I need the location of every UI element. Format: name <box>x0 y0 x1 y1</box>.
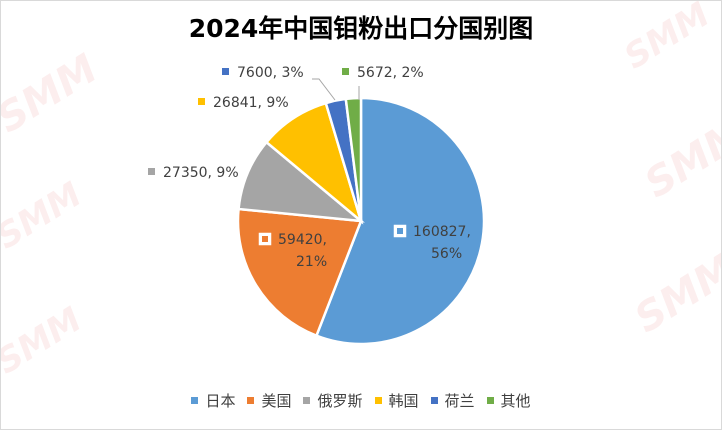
legend-item-其他: 其他 <box>486 390 531 411</box>
data-label-韩国: 26841, 9% <box>198 95 289 111</box>
legend-swatch-荷兰 <box>430 397 438 404</box>
slice-日本 <box>314 96 486 346</box>
data-label-text-日本-0: 160827, <box>413 224 471 240</box>
data-label-text-日本-1: 56% <box>431 246 462 262</box>
legend-item-韩国: 韩国 <box>374 390 419 411</box>
leader-line-荷兰 <box>312 78 336 101</box>
data-label-text-美国-0: 59420, <box>278 232 327 248</box>
legend-swatch-俄罗斯 <box>303 397 311 404</box>
legend-label-其他: 其他 <box>500 392 531 410</box>
data-label-其他: 5672, 2% <box>342 65 424 81</box>
slice-其他 <box>344 96 363 222</box>
data-label-marker-韩国 <box>198 98 205 105</box>
data-label-marker-其他 <box>342 68 349 75</box>
legend-swatch-韩国 <box>374 397 382 404</box>
legend-label-荷兰: 荷兰 <box>444 392 475 410</box>
chart-title: 2024年中国钼粉出口分国别图 <box>188 14 534 43</box>
legend-label-美国: 美国 <box>261 392 292 410</box>
data-label-marker-荷兰 <box>222 68 229 75</box>
data-label-text-其他-0: 5672, 2% <box>357 65 424 81</box>
data-label-美国: 59420, 21% <box>258 232 327 270</box>
data-label-日本: 160827, 56% <box>393 224 471 262</box>
data-label-text-俄罗斯-0: 27350, 9% <box>163 165 239 181</box>
legend-label-日本: 日本 <box>205 392 236 410</box>
legend-swatch-其他 <box>486 397 494 404</box>
legend-label-韩国: 韩国 <box>388 392 419 410</box>
legend: 日本 美国 俄罗斯 韩国 荷兰 其他 <box>1 390 721 411</box>
legend-swatch-美国 <box>247 397 255 404</box>
legend-item-荷兰: 荷兰 <box>430 390 475 411</box>
data-label-text-韩国-0: 26841, 9% <box>213 95 289 111</box>
legend-item-俄罗斯: 俄罗斯 <box>303 390 363 411</box>
data-label-text-美国-1: 21% <box>296 254 327 270</box>
data-label-marker-俄罗斯 <box>148 168 155 175</box>
data-label-marker-fill-日本 <box>397 228 403 234</box>
data-label-text-荷兰-0: 7600, 3% <box>237 65 304 81</box>
data-label-marker-fill-美国 <box>262 236 268 242</box>
data-label-荷兰: 7600, 3% <box>222 65 304 81</box>
data-label-俄罗斯: 27350, 9% <box>148 165 239 181</box>
legend-item-日本: 日本 <box>191 390 235 411</box>
legend-swatch-日本 <box>191 397 199 404</box>
legend-label-俄罗斯: 俄罗斯 <box>317 392 363 410</box>
legend-item-美国: 美国 <box>247 390 291 411</box>
